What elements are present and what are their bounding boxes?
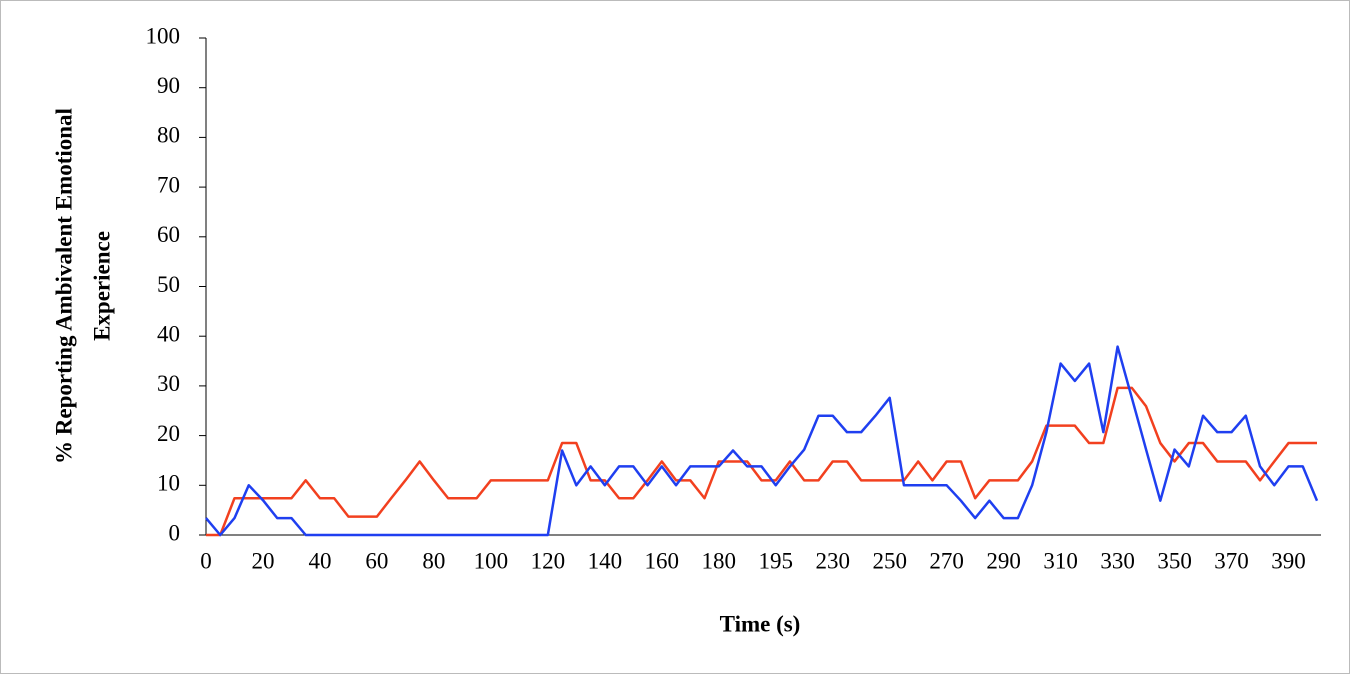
y-tick-label: 100 <box>146 23 181 48</box>
x-tick-label: 140 <box>588 548 623 573</box>
x-tick-label: 330 <box>1100 548 1135 573</box>
x-tick-label: 180 <box>702 548 737 573</box>
x-tick-label: 350 <box>1157 548 1192 573</box>
x-tick-label: 195 <box>758 548 793 573</box>
x-tick-label: 310 <box>1043 548 1078 573</box>
y-title-line: Experience <box>89 231 114 341</box>
y-tick-label: 90 <box>157 73 180 98</box>
y-tick-label: 50 <box>157 272 180 297</box>
y-tick-label: 10 <box>157 471 180 496</box>
y-title-line: % Reporting Ambivalent Emotional <box>51 108 76 464</box>
x-tick-label: 0 <box>200 548 212 573</box>
x-tick-label: 100 <box>474 548 509 573</box>
x-tick-label: 20 <box>251 548 274 573</box>
x-tick-label: 290 <box>986 548 1021 573</box>
x-tick-label: 80 <box>422 548 445 573</box>
x-tick-label: 120 <box>531 548 566 573</box>
y-tick-label: 30 <box>157 371 180 396</box>
x-tick-label: 60 <box>365 548 388 573</box>
y-title: % Reporting Ambivalent Emotional Experie… <box>51 108 114 464</box>
data-line <box>206 386 1317 537</box>
y-tick-label: 80 <box>157 123 180 148</box>
y-tick-label: 60 <box>157 222 180 247</box>
x-tick-label: 40 <box>308 548 331 573</box>
x-tick-label: 250 <box>872 548 907 573</box>
y-tick-label: 40 <box>157 321 180 346</box>
x-title: Time (s) <box>720 611 801 636</box>
x-tick-label: 230 <box>815 548 850 573</box>
x-tick-label: 370 <box>1214 548 1249 573</box>
data-line <box>205 345 1319 537</box>
y-tick-label: 20 <box>157 421 180 446</box>
x-tick-label: 160 <box>645 548 680 573</box>
x-tick-label: 270 <box>929 548 964 573</box>
y-tick-label: 0 <box>169 520 181 545</box>
y-tick-label: 70 <box>157 172 180 197</box>
x-tick-label: 390 <box>1271 548 1306 573</box>
